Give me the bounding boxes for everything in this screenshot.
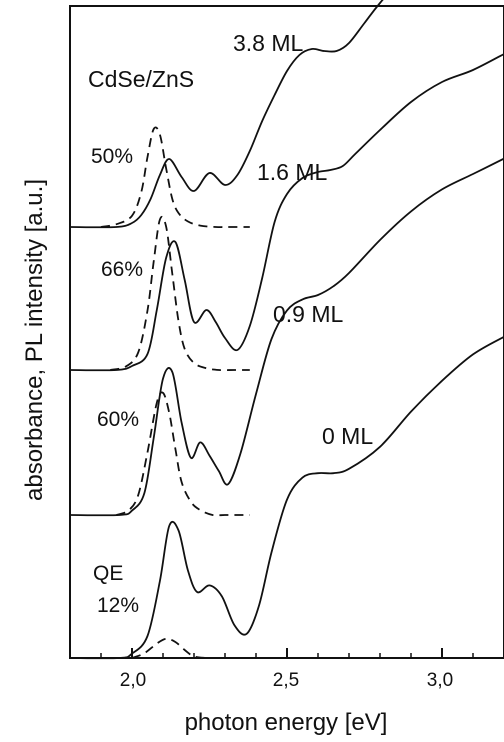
series-label-1-6-ml: 1.6 ML — [257, 159, 328, 185]
absorbance-curve-0-9-ml — [69, 157, 504, 517]
y-axis-label: absorbance, PL intensity [a.u.] — [21, 179, 48, 501]
series-label-0-9-ml: 0.9 ML — [273, 301, 344, 327]
pl-curve-12 — [131, 637, 207, 659]
pl-curve-60 — [116, 391, 250, 517]
absorbance-curve-3-8-ml — [69, 0, 384, 229]
qe-label-66: 66% — [101, 258, 143, 281]
pl-curve-50 — [100, 126, 250, 228]
x-tick-label: 2,0 — [120, 670, 146, 691]
absorbance-curve-1-6-ml — [69, 53, 504, 372]
plot-frame — [69, 5, 504, 659]
x-tick-label: 3,0 — [427, 670, 453, 691]
qe-label-60: 60% — [97, 408, 139, 431]
x-ticks — [100, 648, 474, 658]
curves — [69, 0, 504, 660]
pl-curve-66 — [110, 215, 250, 372]
series-label-3-8-ml: 3.8 ML — [233, 30, 304, 56]
x-tick-label: 2,5 — [273, 670, 299, 691]
chart-title: CdSe/ZnS — [88, 66, 194, 92]
qe-label-50: 50% — [91, 145, 133, 168]
qe-heading: QE — [93, 562, 123, 585]
qe-label-12: 12% — [97, 594, 139, 617]
series-label-0-ml: 0 ML — [322, 423, 373, 449]
x-axis-label: photon energy [eV] — [185, 709, 388, 736]
absorbance-curve-0-ml — [69, 336, 504, 660]
